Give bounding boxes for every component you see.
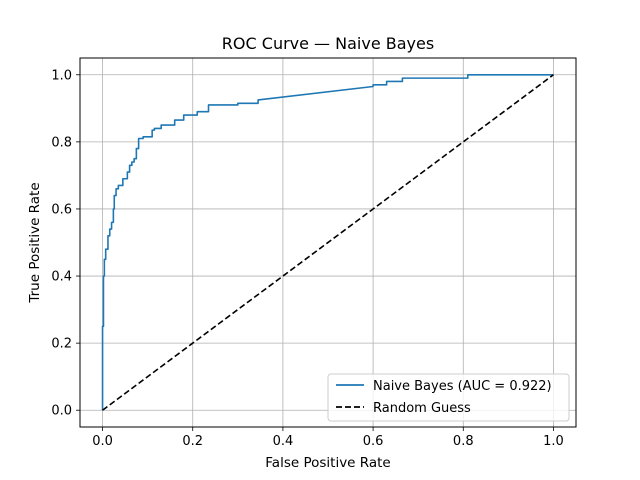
legend-label-random-guess: Random Guess xyxy=(373,401,471,416)
y-axis-label: True Positive Rate xyxy=(27,182,43,303)
y-tick-label: 0.4 xyxy=(51,270,72,285)
random-guess-line xyxy=(102,74,554,411)
x-tick-label: 0.2 xyxy=(182,434,203,449)
y-tick-label: 0.8 xyxy=(51,135,72,150)
ticks: 0.0 0.2 0.4 0.6 0.8 1.0 0.0 0.2 0.4 0.6 0.8 1.0 xyxy=(51,68,563,449)
y-tick-label: 0.6 xyxy=(51,202,72,217)
x-tick-label: 1.0 xyxy=(543,434,564,449)
y-tick-label: 0.2 xyxy=(51,337,72,352)
x-tick-label: 0.8 xyxy=(453,434,474,449)
series-layer xyxy=(101,73,554,411)
x-tick-label: 0.0 xyxy=(92,434,113,449)
y-tick-label: 1.0 xyxy=(51,68,72,83)
legend-box xyxy=(327,373,570,422)
plot-frame xyxy=(79,57,577,428)
naive-bayes-roc-line xyxy=(101,73,554,411)
x-tick-label: 0.4 xyxy=(273,434,294,449)
x-tick-label: 0.6 xyxy=(363,434,384,449)
chart-title: ROC Curve — Naive Bayes xyxy=(222,34,434,53)
x-axis-label: False Positive Rate xyxy=(265,455,390,471)
y-tick-label: 0.0 xyxy=(51,404,72,419)
legend: Naive Bayes (AUC = 0.922) Random Guess xyxy=(327,373,570,422)
legend-label-naive-bayes: Naive Bayes (AUC = 0.922) xyxy=(373,379,552,394)
